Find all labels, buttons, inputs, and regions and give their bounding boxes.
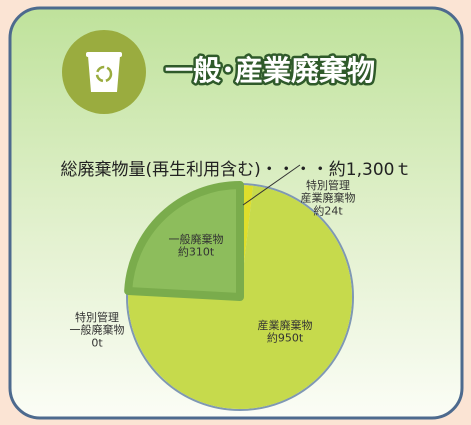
value-label: 約310t (178, 245, 215, 259)
value-label: 約950t (267, 331, 304, 345)
trash-icon (62, 30, 146, 114)
pie-slice (124, 181, 244, 301)
value-label: 約24t (313, 203, 343, 217)
leader-line (242, 164, 301, 206)
value-label: 0t (91, 336, 103, 349)
slice-label: 産業廃棄物 (258, 318, 313, 332)
slice-label: 特別管理産業廃棄物 (301, 178, 356, 205)
slice-label: 一般廃棄物 (169, 232, 224, 246)
slice-label: 特別管理一般廃棄物 (70, 310, 125, 337)
chart-title: 一般･産業廃棄物 (165, 54, 375, 87)
chart-subtitle: 総廃棄物量(再生利用含む)・・・・約1,300ｔ (61, 160, 412, 180)
